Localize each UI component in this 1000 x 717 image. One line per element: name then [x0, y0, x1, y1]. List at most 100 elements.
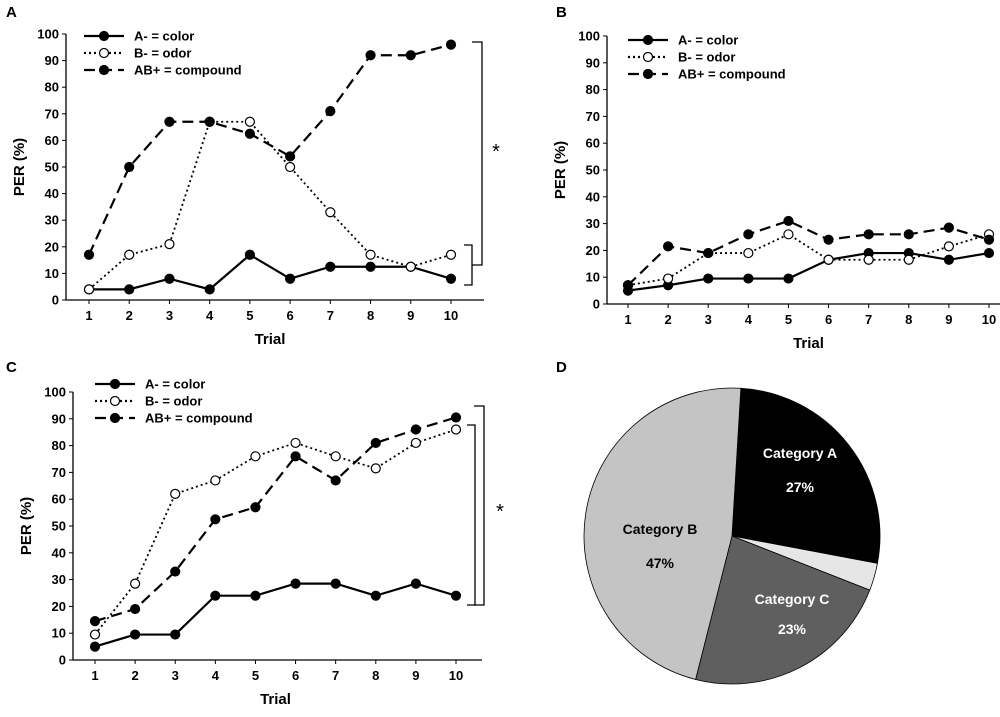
- data-point: [170, 488, 181, 499]
- legend-label: B- = odor: [678, 50, 735, 65]
- x-tick-label: 7: [327, 308, 334, 323]
- data-point: [83, 249, 95, 260]
- x-tick-label: 6: [292, 668, 299, 683]
- y-tick-label: 10: [45, 266, 59, 281]
- series-line: [627, 233, 990, 287]
- y-tick-label: 50: [586, 163, 600, 178]
- y-tick-label: 100: [578, 29, 600, 44]
- data-point: [365, 249, 376, 260]
- x-tick-label: 9: [945, 312, 952, 327]
- data-point: [330, 578, 341, 589]
- significance-bracket: [467, 424, 476, 606]
- data-point: [703, 273, 714, 284]
- data-point: [164, 273, 175, 284]
- legend-marker: [109, 412, 121, 424]
- pie-slice-label: Category C: [755, 591, 830, 607]
- data-point: [290, 578, 301, 589]
- x-tick-label: 5: [252, 668, 259, 683]
- x-tick-label: 2: [664, 312, 671, 327]
- y-tick-label: 90: [45, 53, 59, 68]
- data-point: [863, 254, 874, 265]
- legend-marker: [642, 68, 654, 80]
- y-tick-label: 40: [45, 186, 59, 201]
- data-point: [983, 247, 995, 259]
- data-point: [370, 463, 381, 474]
- data-point: [450, 424, 462, 435]
- y-tick-label: 90: [52, 411, 66, 426]
- data-point: [244, 116, 255, 127]
- panel-c-line-chart: C 0 10 20 30 40 50 60 70 80 90 100 1 2 3 4 5 6 7 8 9 10 PER (%…: [6, 359, 504, 708]
- data-point: [405, 50, 416, 61]
- data-point: [290, 437, 301, 449]
- data-point: [903, 254, 914, 265]
- data-point: [743, 273, 754, 284]
- data-point: [250, 590, 261, 601]
- legend-marker: [642, 34, 654, 46]
- series-line: [89, 253, 452, 291]
- data-point: [445, 273, 457, 284]
- data-point: [89, 616, 101, 627]
- x-tick-label: 5: [785, 312, 792, 327]
- x-tick-label: 3: [705, 312, 712, 327]
- data-point: [250, 451, 261, 462]
- data-point: [445, 39, 457, 50]
- data-point: [210, 514, 221, 525]
- y-tick-label: 20: [586, 243, 600, 258]
- data-point: [783, 229, 794, 240]
- data-point: [170, 566, 181, 577]
- legend-label: A- = color: [145, 377, 205, 392]
- data-point: [250, 502, 261, 513]
- y-tick-label: 20: [52, 599, 66, 614]
- series-line: [88, 120, 452, 291]
- legend-label: A- = color: [678, 33, 738, 48]
- x-axis-title: Trial: [255, 331, 286, 348]
- significance-bracket: [474, 405, 485, 606]
- y-tick-label: 0: [59, 653, 66, 668]
- x-tick-label: 2: [131, 668, 138, 683]
- y-tick-label: 50: [45, 160, 59, 175]
- significance-star: *: [492, 141, 500, 163]
- pie-slice-label: Category B: [623, 521, 698, 537]
- data-point: [703, 247, 714, 259]
- y-tick-label: 10: [586, 270, 600, 285]
- x-tick-label: 9: [407, 308, 414, 323]
- data-point: [903, 229, 914, 240]
- series-line: [94, 428, 457, 636]
- data-point: [663, 273, 674, 284]
- pie-slice-percent: 23%: [778, 621, 807, 637]
- x-tick-label: 6: [825, 312, 832, 327]
- pie-slice: [731, 387, 881, 564]
- data-point: [204, 284, 215, 295]
- data-point: [130, 578, 141, 589]
- x-axis-title: Trial: [793, 335, 824, 352]
- panel-d-pie-chart: D Category A 27% 3% Category C 23% Category B 4…: [556, 359, 881, 685]
- data-point: [943, 222, 954, 233]
- y-axis-title: PER (%): [552, 141, 569, 199]
- legend-marker: [109, 378, 121, 390]
- data-point: [124, 161, 135, 173]
- data-point: [823, 234, 834, 245]
- data-point: [370, 590, 381, 601]
- data-point: [450, 412, 462, 423]
- pie-slice: [583, 387, 742, 680]
- legend-marker: [98, 64, 110, 76]
- x-tick-label: 5: [246, 308, 253, 323]
- series-line: [627, 251, 990, 292]
- x-tick-label: 9: [412, 668, 419, 683]
- data-point: [330, 475, 341, 486]
- panel-letter: C: [6, 359, 17, 376]
- y-tick-label: 90: [586, 55, 600, 70]
- data-point: [325, 207, 336, 218]
- data-point: [170, 629, 181, 640]
- pie-slice-percent: 27%: [786, 479, 815, 495]
- x-tick-label: 6: [286, 308, 293, 323]
- data-point: [210, 475, 221, 486]
- y-tick-label: 60: [586, 136, 600, 151]
- data-point: [285, 151, 296, 162]
- y-tick-label: 30: [52, 572, 66, 587]
- y-tick-label: 20: [45, 239, 59, 254]
- x-tick-label: 8: [905, 312, 912, 327]
- legend-marker: [98, 47, 110, 59]
- data-point: [285, 273, 296, 284]
- x-tick-label: 1: [624, 312, 631, 327]
